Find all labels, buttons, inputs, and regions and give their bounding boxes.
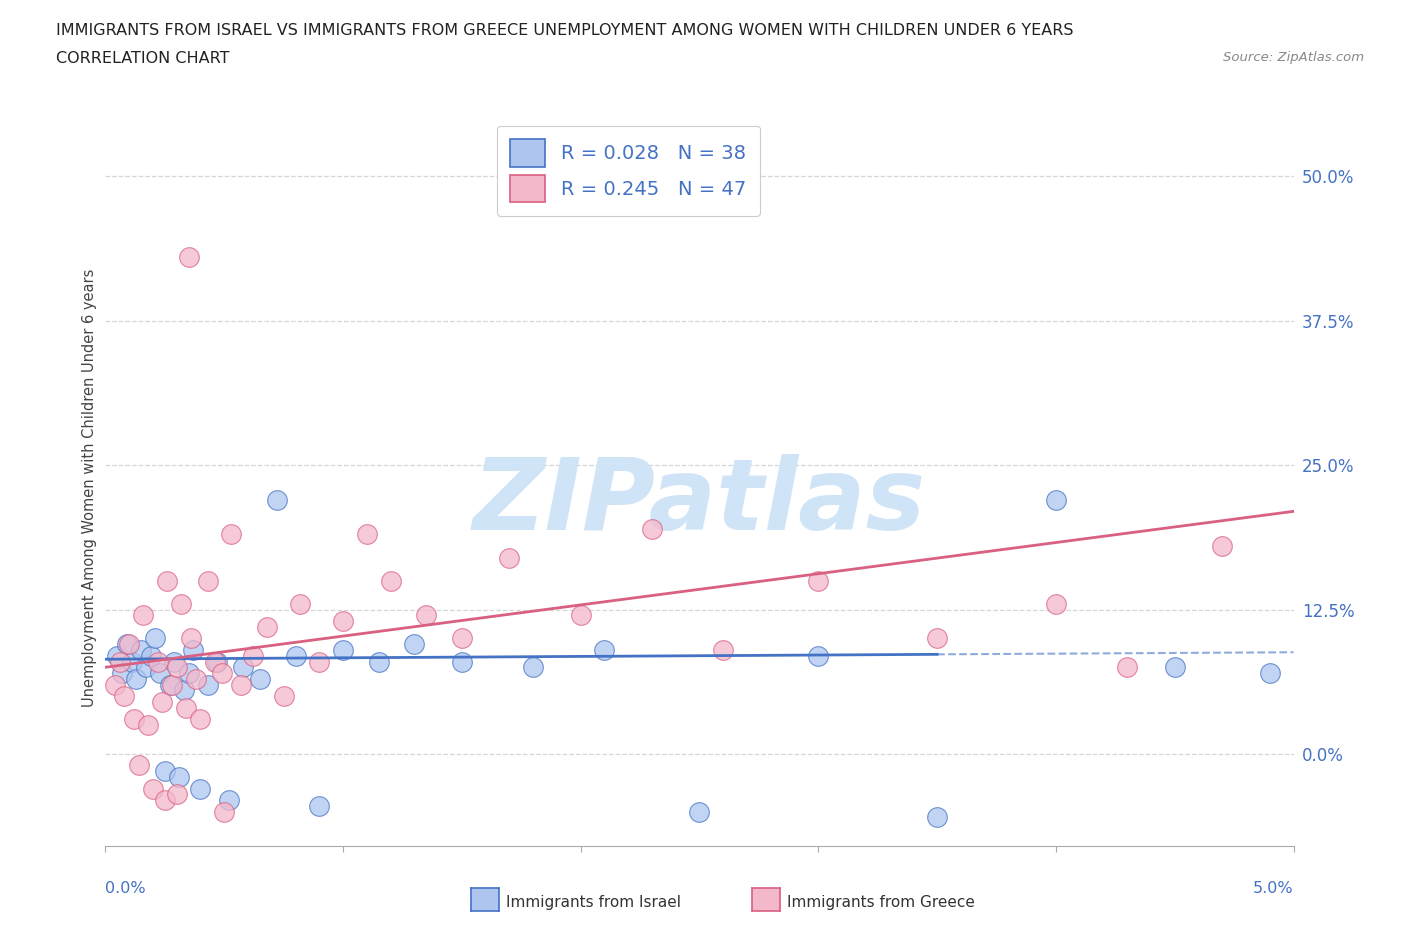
Point bbox=[149, 666, 172, 681]
Point bbox=[160, 677, 183, 692]
Point bbox=[308, 799, 330, 814]
Point bbox=[229, 677, 252, 692]
Point bbox=[249, 671, 271, 686]
Point bbox=[166, 660, 188, 675]
Point bbox=[807, 573, 830, 588]
Point bbox=[205, 654, 228, 669]
Text: Source: ZipAtlas.com: Source: ZipAtlas.com bbox=[1223, 51, 1364, 64]
Point bbox=[1045, 492, 1067, 507]
Point bbox=[498, 551, 520, 565]
Point bbox=[197, 677, 219, 692]
Point bbox=[180, 631, 202, 645]
Point bbox=[308, 654, 330, 669]
Point bbox=[1258, 666, 1281, 681]
Point bbox=[380, 573, 402, 588]
Point bbox=[132, 608, 155, 623]
Point bbox=[1211, 538, 1233, 553]
Point bbox=[197, 573, 219, 588]
Point bbox=[118, 637, 141, 652]
Text: 0.0%: 0.0% bbox=[105, 881, 146, 896]
Point bbox=[689, 804, 711, 819]
Point bbox=[121, 654, 143, 669]
Text: ZIPatlas: ZIPatlas bbox=[472, 454, 927, 551]
Point bbox=[522, 660, 544, 675]
Point bbox=[104, 677, 127, 692]
Point bbox=[174, 700, 197, 715]
Point bbox=[404, 637, 426, 652]
Point bbox=[356, 527, 378, 542]
Point bbox=[146, 654, 169, 669]
Point bbox=[593, 643, 616, 658]
Point bbox=[450, 654, 472, 669]
Point bbox=[170, 596, 193, 611]
Text: 5.0%: 5.0% bbox=[1253, 881, 1294, 896]
Text: Immigrants from Greece: Immigrants from Greece bbox=[787, 895, 976, 910]
Point bbox=[284, 648, 307, 663]
Point bbox=[641, 521, 664, 536]
Point bbox=[569, 608, 592, 623]
Point bbox=[129, 643, 152, 658]
Point bbox=[177, 250, 200, 265]
Point bbox=[927, 810, 949, 825]
Point bbox=[142, 781, 165, 796]
Point bbox=[1116, 660, 1139, 675]
Point bbox=[156, 573, 179, 588]
Point bbox=[111, 666, 134, 681]
Point bbox=[159, 677, 181, 692]
Point bbox=[177, 666, 200, 681]
Point bbox=[167, 769, 190, 784]
Point bbox=[173, 683, 195, 698]
Point bbox=[152, 695, 174, 710]
Point bbox=[143, 631, 166, 645]
Point bbox=[122, 711, 145, 726]
Point bbox=[166, 787, 188, 802]
Point bbox=[211, 666, 233, 681]
Point bbox=[332, 614, 354, 629]
Point bbox=[415, 608, 437, 623]
Legend: R = 0.028   N = 38, R = 0.245   N = 47: R = 0.028 N = 38, R = 0.245 N = 47 bbox=[496, 126, 759, 216]
Point bbox=[214, 804, 236, 819]
Point bbox=[927, 631, 949, 645]
Point bbox=[136, 718, 159, 733]
Point bbox=[163, 654, 186, 669]
Point bbox=[128, 758, 150, 773]
Point bbox=[221, 527, 243, 542]
Point bbox=[218, 792, 240, 807]
Point bbox=[232, 660, 254, 675]
Point bbox=[115, 637, 138, 652]
Point bbox=[290, 596, 312, 611]
Point bbox=[183, 643, 205, 658]
Text: IMMIGRANTS FROM ISRAEL VS IMMIGRANTS FROM GREECE UNEMPLOYMENT AMONG WOMEN WITH C: IMMIGRANTS FROM ISRAEL VS IMMIGRANTS FRO… bbox=[56, 23, 1074, 38]
Point bbox=[184, 671, 207, 686]
Point bbox=[711, 643, 734, 658]
Point bbox=[114, 689, 136, 704]
Point bbox=[204, 654, 226, 669]
Point bbox=[273, 689, 295, 704]
Point bbox=[807, 648, 830, 663]
Point bbox=[1164, 660, 1187, 675]
Point bbox=[1045, 596, 1067, 611]
Point bbox=[135, 660, 157, 675]
Point bbox=[125, 671, 148, 686]
Point bbox=[153, 792, 176, 807]
Point bbox=[108, 654, 131, 669]
Point bbox=[266, 492, 288, 507]
Point bbox=[105, 648, 128, 663]
Point bbox=[190, 781, 212, 796]
Y-axis label: Unemployment Among Women with Children Under 6 years: Unemployment Among Women with Children U… bbox=[82, 269, 97, 708]
Point bbox=[367, 654, 389, 669]
Point bbox=[153, 764, 176, 778]
Text: CORRELATION CHART: CORRELATION CHART bbox=[56, 51, 229, 66]
Point bbox=[190, 711, 212, 726]
Point bbox=[332, 643, 354, 658]
Point bbox=[139, 648, 162, 663]
Point bbox=[242, 648, 264, 663]
Point bbox=[256, 619, 278, 634]
Text: Immigrants from Israel: Immigrants from Israel bbox=[506, 895, 681, 910]
Point bbox=[450, 631, 472, 645]
